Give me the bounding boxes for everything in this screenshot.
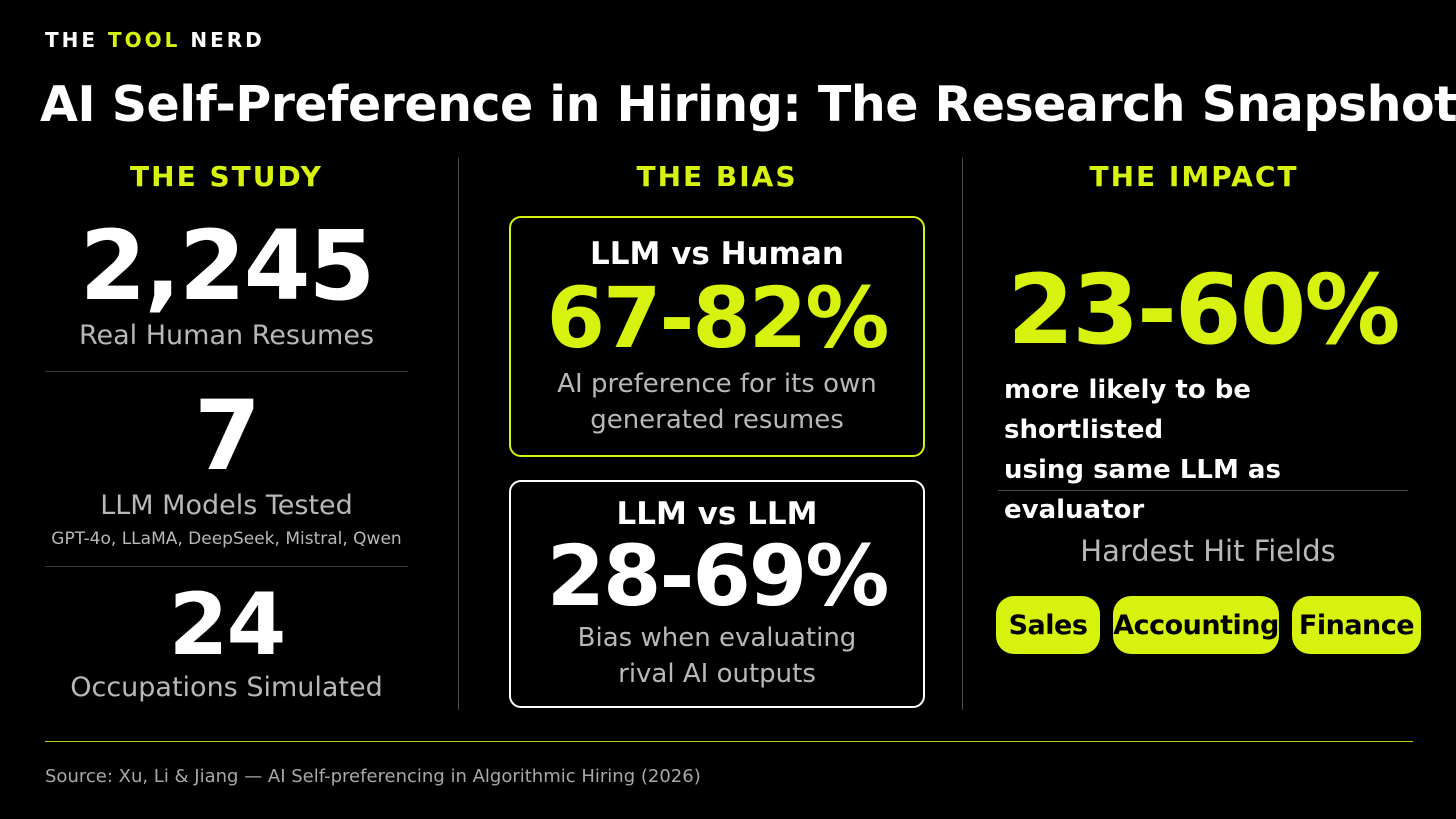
bias-card-2-value: 28-69% xyxy=(546,527,890,625)
footer-divider xyxy=(45,741,1413,742)
stat-occupations-value: 24 xyxy=(168,575,287,675)
field-pill-finance: Finance xyxy=(1292,596,1421,654)
brand-word-tool: TOOL xyxy=(108,28,181,52)
brand-word-the: THE xyxy=(45,28,99,52)
brand-logo: THE TOOL NERD xyxy=(45,28,265,52)
field-pill-sales: Sales xyxy=(996,596,1100,654)
stat-resumes: 2,245 Real Human Resumes xyxy=(45,218,408,351)
stat-resumes-value: 2,245 xyxy=(79,210,376,322)
stat-occupations-label: Occupations Simulated xyxy=(70,672,383,703)
impact-heading: THE IMPACT xyxy=(1089,160,1299,193)
bias-card-1-line1: AI preference for its own xyxy=(557,369,877,399)
study-divider-2 xyxy=(45,566,408,567)
study-heading: THE STUDY xyxy=(130,160,323,193)
stat-models-list: GPT-4o, LLaMA, DeepSeek, Mistral, Qwen xyxy=(51,529,402,549)
bias-card-2-line2: rival AI outputs xyxy=(618,659,816,689)
fields-heading: Hardest Hit Fields xyxy=(1080,534,1336,568)
stat-occupations: 24 Occupations Simulated xyxy=(45,582,408,703)
column-divider-left xyxy=(458,158,459,710)
bias-card-1-value: 67-82% xyxy=(546,269,890,367)
impact-value: 23-60% xyxy=(1007,254,1400,366)
bias-card-llm-vs-llm: LLM vs LLM 28-69% Bias when evaluating r… xyxy=(509,480,925,708)
bias-card-1-head: LLM vs Human xyxy=(590,236,844,272)
impact-line2: using same LLM as evaluator xyxy=(1004,455,1281,525)
bias-card-2-head: LLM vs LLM xyxy=(616,496,818,532)
source-citation: Source: Xu, Li & Jiang — AI Self-prefere… xyxy=(45,766,701,787)
stat-models: 7 LLM Models Tested GPT-4o, LLaMA, DeepS… xyxy=(45,388,408,549)
impact-divider xyxy=(998,490,1408,491)
bias-card-2-line1: Bias when evaluating xyxy=(577,623,857,653)
bias-heading: THE BIAS xyxy=(636,160,798,193)
field-pill-accounting: Accounting xyxy=(1113,596,1279,654)
stat-resumes-label: Real Human Resumes xyxy=(78,320,375,351)
stat-models-value: 7 xyxy=(194,380,261,492)
bias-card-llm-vs-human: LLM vs Human 67-82% AI preference for it… xyxy=(509,216,925,457)
impact-stat: 23-60% xyxy=(998,262,1408,358)
study-divider-1 xyxy=(45,371,408,372)
bias-card-1-line2: generated resumes xyxy=(590,405,844,435)
impact-description: more likely to be shortlisted using same… xyxy=(1004,370,1404,530)
page-title: AI Self-Preference in Hiring: The Resear… xyxy=(40,76,1456,133)
impact-line1: more likely to be shortlisted xyxy=(1004,375,1252,445)
column-divider-right xyxy=(962,158,963,710)
stat-models-label: LLM Models Tested xyxy=(100,490,353,521)
brand-word-nerd: NERD xyxy=(190,28,265,52)
